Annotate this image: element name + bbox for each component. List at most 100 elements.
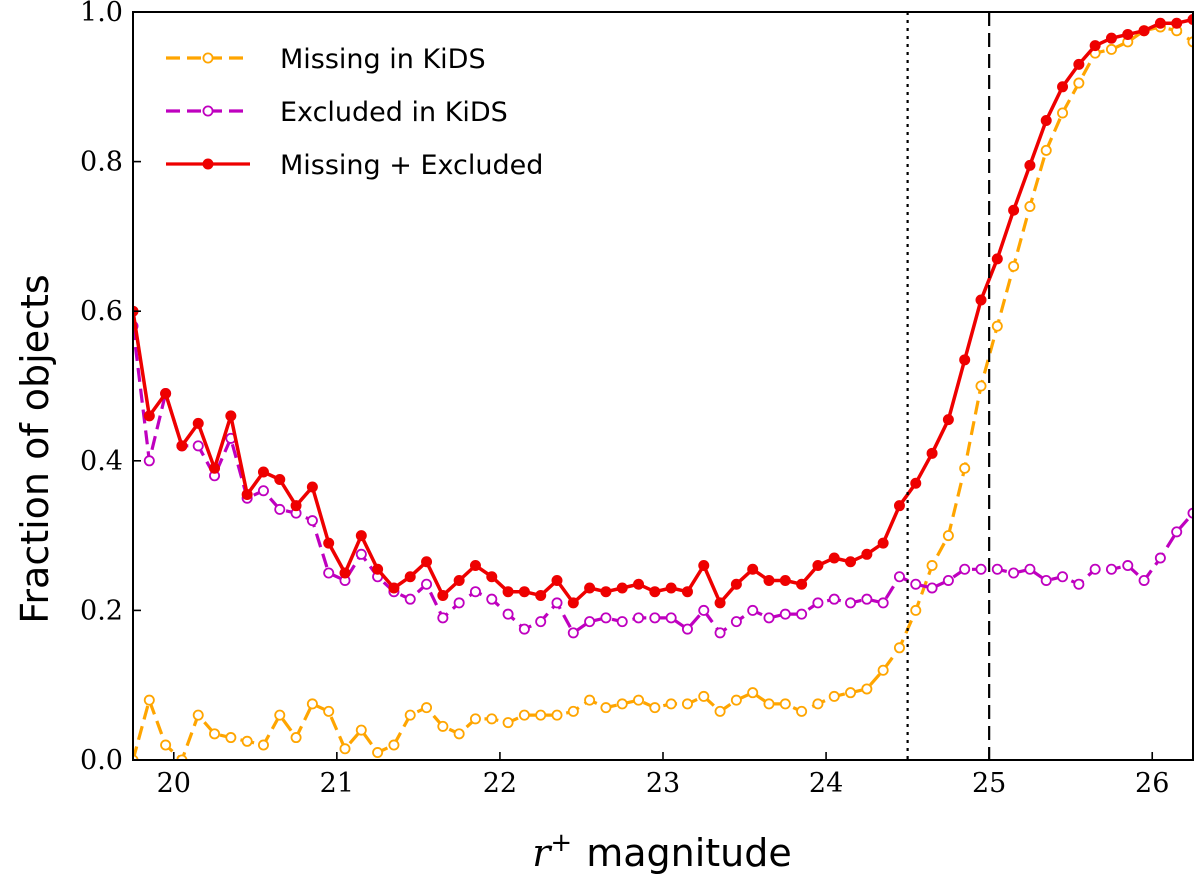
- y-tick-label: 0.0: [80, 745, 123, 776]
- data-point: [975, 563, 987, 575]
- data-point: [812, 597, 824, 609]
- data-point: [665, 612, 677, 624]
- data-point: [372, 747, 384, 759]
- axis-ticks: 20 21 22 23 24 25 26 0.0 0.2 0.4 0.6 0.8 1.0: [80, 0, 1169, 799]
- data-point: [730, 694, 742, 706]
- data-point: [551, 709, 563, 721]
- data-point: [796, 578, 808, 590]
- legend-label: Excluded in KiDS: [280, 97, 508, 128]
- data-point: [681, 586, 693, 598]
- data-point: [502, 717, 514, 729]
- x-tick-label: 21: [320, 768, 354, 799]
- data-point: [1122, 560, 1134, 572]
- data-point: [942, 414, 954, 426]
- data-point: [551, 597, 563, 609]
- data-point: [469, 560, 481, 572]
- data-point: [584, 694, 596, 706]
- data-point: [1187, 36, 1193, 48]
- data-point: [1089, 563, 1101, 575]
- data-point: [160, 387, 172, 399]
- data-point: [942, 574, 954, 586]
- data-point: [502, 586, 514, 598]
- data-point: [567, 627, 579, 639]
- data-point: [1024, 563, 1036, 575]
- data-point: [486, 571, 498, 583]
- data-point: [616, 616, 628, 628]
- data-point: [861, 593, 873, 605]
- data-point: [355, 530, 367, 542]
- data-point: [209, 462, 221, 474]
- data-point: [1073, 77, 1085, 89]
- data-point: [372, 563, 384, 575]
- series-0: [133, 21, 1193, 760]
- data-point: [1187, 507, 1193, 519]
- data-point: [828, 552, 840, 564]
- data-point: [828, 690, 840, 702]
- data-point: [274, 503, 286, 515]
- data-point: [1138, 25, 1150, 37]
- data-point: [143, 410, 155, 422]
- data-point: [355, 548, 367, 560]
- y-axis-title: Fraction of objects: [13, 274, 57, 623]
- data-point: [633, 694, 645, 706]
- data-point: [1089, 40, 1101, 52]
- data-point: [861, 548, 873, 560]
- x-tick-label: 26: [1135, 768, 1169, 799]
- data-point: [893, 500, 905, 512]
- data-point: [633, 578, 645, 590]
- data-point: [1008, 260, 1020, 272]
- data-point: [355, 724, 367, 736]
- data-point: [535, 589, 547, 601]
- series-line: [133, 326, 1193, 635]
- data-point: [290, 732, 302, 744]
- data-point: [1024, 200, 1036, 212]
- data-point: [877, 537, 889, 549]
- data-point: [828, 593, 840, 605]
- data-point: [469, 713, 481, 725]
- data-point: [877, 597, 889, 609]
- data-point: [225, 732, 237, 744]
- data-point: [421, 556, 433, 568]
- y-tick-label: 0.8: [80, 147, 123, 178]
- data-point: [192, 417, 204, 429]
- x-tick-label: 24: [809, 768, 843, 799]
- data-point: [274, 709, 286, 721]
- x-tick-label: 20: [157, 768, 191, 799]
- series-lines: [133, 13, 1193, 760]
- series-1: [133, 320, 1193, 639]
- data-point: [323, 567, 335, 579]
- data-point: [714, 705, 726, 717]
- data-point: [600, 612, 612, 624]
- data-point: [942, 530, 954, 542]
- data-point: [1040, 114, 1052, 126]
- data-point: [209, 728, 221, 740]
- data-point: [910, 604, 922, 616]
- data-point: [665, 582, 677, 594]
- x-axis-superscript: +: [550, 828, 572, 858]
- data-point: [1122, 28, 1134, 40]
- data-point: [1057, 81, 1069, 93]
- data-point: [959, 354, 971, 366]
- data-point: [747, 604, 759, 616]
- data-point: [1073, 58, 1085, 70]
- x-tick-label: 22: [483, 768, 517, 799]
- data-point: [1187, 13, 1193, 25]
- legend-item: Excluded in KiDS: [166, 97, 508, 128]
- data-point: [714, 597, 726, 609]
- data-point: [1154, 552, 1166, 564]
- data-point: [518, 623, 530, 635]
- legend-marker: [202, 158, 214, 170]
- data-point: [225, 410, 237, 422]
- data-point: [584, 582, 596, 594]
- data-point: [796, 705, 808, 717]
- data-point: [616, 698, 628, 710]
- data-point: [1073, 578, 1085, 590]
- data-point: [861, 683, 873, 695]
- data-point: [649, 586, 661, 598]
- data-point: [404, 709, 416, 721]
- data-point: [1138, 574, 1150, 586]
- data-point: [665, 698, 677, 710]
- data-point: [567, 705, 579, 717]
- data-point: [649, 612, 661, 624]
